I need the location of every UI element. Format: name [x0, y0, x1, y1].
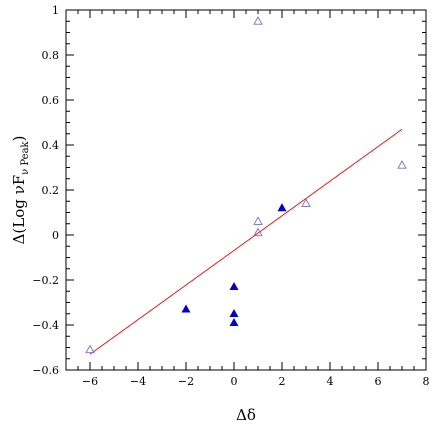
filled-triangle-point [229, 308, 239, 318]
y-tick-label: 0.4 [42, 139, 60, 152]
data-points [85, 16, 407, 354]
y-tick-label: −0.6 [32, 364, 59, 377]
open-triangle-point [253, 216, 263, 225]
filled-triangle-point [229, 317, 239, 327]
x-tick-label: −2 [178, 375, 194, 388]
x-tick-label: 4 [327, 375, 334, 388]
y-axis-title-subscript: ν Peak [20, 140, 31, 174]
axis-tick-labels: −6 −4 −2 0 2 4 6 8 −0.6 −0.4 −0.2 0 0.2 0.4 0.6 0.8 1 [32, 4, 429, 388]
filled-triangle-point [181, 304, 191, 313]
y-tick-label: 0.2 [42, 184, 60, 197]
open-triangle-point [253, 16, 263, 25]
open-triangle-point [253, 227, 263, 237]
x-tick-label: −4 [130, 375, 146, 388]
y-tick-label: −0.4 [32, 319, 59, 332]
filled-triangle-point [277, 203, 287, 212]
filled-triangle-point [229, 281, 239, 291]
x-tick-label: 6 [375, 375, 382, 388]
open-triangle-point [301, 198, 311, 207]
x-tick-label: 0 [231, 375, 238, 388]
y-tick-label: −0.2 [32, 274, 59, 287]
x-tick-label: 2 [279, 375, 286, 388]
fit-line [89, 128, 403, 355]
y-tick-label: 1 [52, 4, 59, 17]
y-tick-label: 0.6 [42, 94, 60, 107]
y-axis-title-close: ) [10, 136, 28, 142]
y-tick-label: 0.8 [42, 49, 60, 62]
x-axis-title: Δδ [236, 406, 256, 424]
open-triangle-point [397, 160, 407, 169]
y-tick-label: 0 [52, 229, 59, 242]
plot-frame [65, 9, 427, 371]
x-tick-label: 8 [423, 375, 430, 388]
y-axis-title: Δ(Log νFν Peak) [10, 136, 31, 245]
open-triangle-point [85, 344, 95, 354]
y-axis-title-main: Δ(Log νF [10, 175, 28, 245]
x-tick-label: −6 [82, 375, 98, 388]
axis-ticks [65, 9, 427, 371]
